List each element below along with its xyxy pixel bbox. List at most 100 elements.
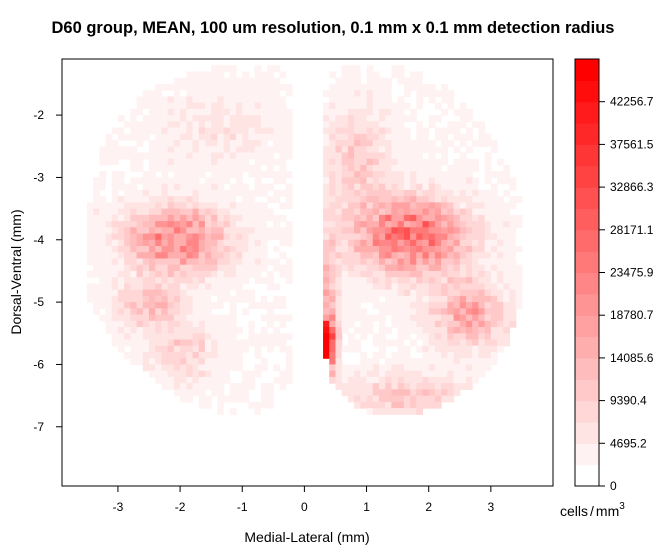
heatmap-cell xyxy=(403,252,411,260)
heatmap-cell xyxy=(441,383,448,390)
heatmap-cell xyxy=(149,239,156,247)
heatmap-cell xyxy=(117,127,125,135)
heatmap-cell xyxy=(242,121,250,129)
heatmap-cell xyxy=(403,239,411,247)
heatmap-cell xyxy=(403,395,411,403)
heatmap-cell xyxy=(254,127,262,135)
heatmap-cell xyxy=(434,233,442,241)
heatmap-cell xyxy=(186,158,194,166)
heatmap-cell xyxy=(459,164,467,172)
heatmap-cell xyxy=(397,364,405,372)
heatmap-cell xyxy=(142,320,150,328)
heatmap-cell xyxy=(260,121,268,129)
heatmap-cell xyxy=(484,196,492,203)
heatmap-cell xyxy=(341,221,349,228)
heatmap-cell xyxy=(217,221,225,228)
heatmap-cell xyxy=(391,133,399,141)
heatmap-cell xyxy=(149,171,156,179)
heatmap-cell xyxy=(422,302,430,309)
heatmap-cell xyxy=(254,102,262,110)
heatmap-cell xyxy=(341,90,349,97)
heatmap-cell xyxy=(347,189,355,197)
heatmap-cell xyxy=(155,302,163,309)
heatmap-cell xyxy=(416,333,424,341)
heatmap-cell xyxy=(385,320,393,328)
heatmap-cell xyxy=(130,146,138,154)
heatmap-cell xyxy=(428,258,436,266)
heatmap-cell xyxy=(385,127,393,135)
heatmap-cell xyxy=(447,221,455,228)
heatmap-cell xyxy=(403,389,411,397)
heatmap-cell xyxy=(465,177,473,185)
heatmap-cell xyxy=(198,358,206,366)
heatmap-cell xyxy=(378,177,386,185)
heatmap-cell xyxy=(111,320,119,328)
heatmap-cell xyxy=(490,202,498,210)
heatmap-cell xyxy=(341,227,349,235)
heatmap-cell xyxy=(329,171,337,179)
heatmap-cell xyxy=(465,320,473,328)
heatmap-cell xyxy=(366,96,374,104)
heatmap-cell xyxy=(360,189,368,197)
heatmap-cell xyxy=(155,320,163,328)
heatmap-cell xyxy=(217,208,225,216)
heatmap-cell xyxy=(223,202,231,210)
heatmap-cell xyxy=(242,370,250,378)
heatmap-cell xyxy=(366,121,374,129)
heatmap-cell xyxy=(416,90,424,97)
heatmap-cell xyxy=(186,283,194,291)
heatmap-cell xyxy=(124,227,131,235)
heatmap-cell xyxy=(248,270,256,278)
heatmap-cell xyxy=(285,351,293,359)
heatmap-cell xyxy=(347,102,355,110)
heatmap-cell xyxy=(223,214,231,222)
heatmap-cell xyxy=(180,351,187,359)
heatmap-cell xyxy=(447,258,455,266)
heatmap-cell xyxy=(217,102,225,110)
heatmap-cell xyxy=(149,308,156,316)
heatmap-cell xyxy=(472,252,480,260)
heatmap-cell xyxy=(93,196,100,203)
heatmap-cell xyxy=(198,314,206,322)
heatmap-cell xyxy=(335,364,343,372)
heatmap-cell xyxy=(254,115,262,122)
heatmap-cell xyxy=(453,108,461,116)
heatmap-cell xyxy=(410,339,417,347)
heatmap-cell xyxy=(198,233,206,241)
heatmap-cell xyxy=(459,327,467,334)
heatmap-cell xyxy=(428,364,436,372)
heatmap-cell xyxy=(484,189,492,197)
heatmap-cell xyxy=(155,115,163,122)
heatmap-cell xyxy=(459,121,467,129)
heatmap-cell xyxy=(267,302,274,309)
heatmap-cell xyxy=(211,102,218,110)
heatmap-cell xyxy=(124,339,131,347)
heatmap-cell xyxy=(229,239,237,247)
heatmap-cell xyxy=(217,289,225,297)
heatmap-cell xyxy=(192,252,200,260)
heatmap-cell xyxy=(217,90,225,97)
heatmap-cell xyxy=(391,239,399,247)
heatmap-cell xyxy=(329,83,337,91)
heatmap-cell xyxy=(354,115,361,122)
heatmap-cell xyxy=(503,239,511,247)
heatmap-cell xyxy=(267,227,274,235)
heatmap-cell xyxy=(173,108,181,116)
heatmap-cell xyxy=(490,339,498,347)
heatmap-cell xyxy=(198,370,206,378)
heatmap-cell xyxy=(211,221,218,228)
heatmap-cell xyxy=(211,320,218,328)
heatmap-cell xyxy=(223,121,231,129)
heatmap-cell xyxy=(260,364,268,372)
heatmap-cell xyxy=(385,115,393,122)
heatmap-cell xyxy=(198,401,206,409)
heatmap-cell xyxy=(347,71,355,79)
heatmap-cell xyxy=(173,351,181,359)
heatmap-cell xyxy=(186,327,194,334)
heatmap-cell xyxy=(124,221,131,228)
heatmap-cell xyxy=(93,183,100,191)
heatmap-cell xyxy=(397,183,405,191)
heatmap-cell xyxy=(372,152,380,160)
heatmap-cell xyxy=(472,333,480,341)
heatmap-cell xyxy=(515,252,523,260)
